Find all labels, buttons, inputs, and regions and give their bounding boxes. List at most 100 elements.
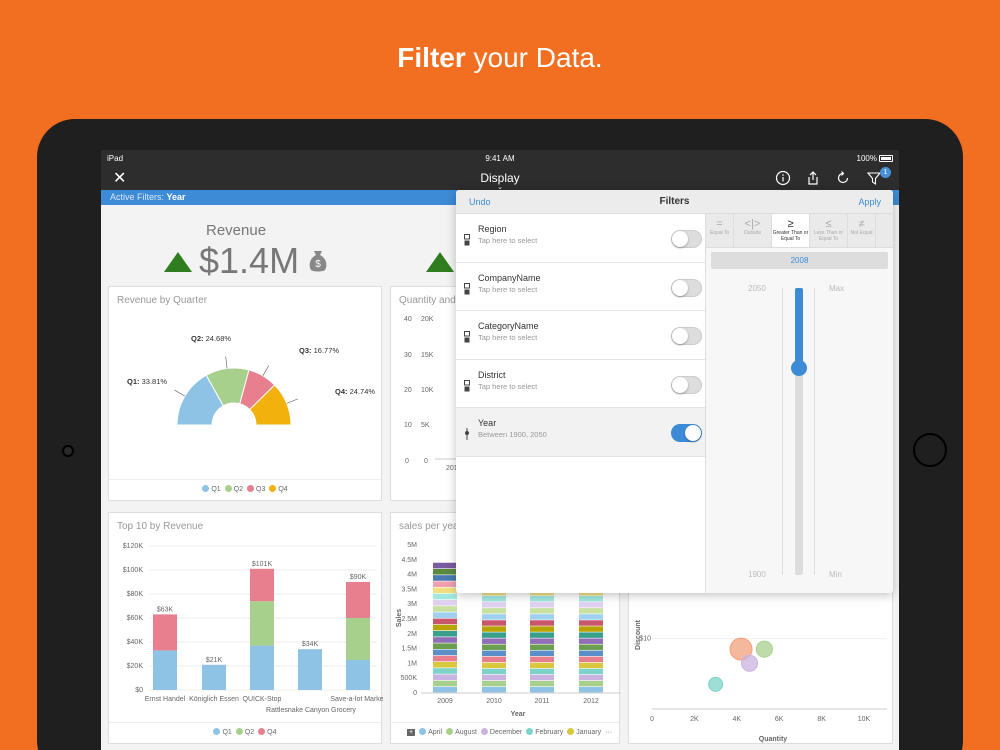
bar-segment [579, 614, 603, 620]
operator-tabs: = Equal To <|> Outside ≥ Greater Than or Equa… [706, 214, 893, 248]
filters-popover: Undo Filters Apply Region Tap here to sel… [456, 190, 893, 593]
x-tick: Rattlesnake Canyon Grocery [266, 707, 356, 714]
filter-toggle-year[interactable] [671, 424, 702, 442]
bar-segment [579, 638, 603, 644]
bar-segment [433, 643, 457, 649]
legend-swatch [258, 728, 266, 735]
donut-slice-q4 [248, 384, 292, 426]
card-quantity[interactable]: Quantity and 40 20K 30 15K 20 10K 10 5K … [390, 286, 461, 501]
filter-row-region[interactable]: Region Tap here to select [456, 214, 705, 263]
x-axis-label: Year [511, 711, 526, 718]
bar-segment [482, 680, 506, 687]
operator-tab-1[interactable]: <|> Outside [734, 214, 772, 247]
slider-track[interactable] [795, 288, 803, 575]
close-icon[interactable]: ✕ [113, 170, 127, 187]
y-tick: 3M [407, 601, 417, 608]
bar-segment [433, 637, 457, 643]
filter-toggle-region[interactable] [671, 230, 702, 248]
bar-segment [530, 656, 554, 663]
legend-swatch [202, 485, 210, 492]
filter-hint: Tap here to select [478, 333, 538, 342]
share-icon[interactable] [805, 170, 821, 186]
filter-name: Year [478, 418, 497, 428]
card-sales-per-year[interactable]: sales per yea 5M 4.5M 4M 3.5M 3M 2.5M 2M 1.5M 1M… [390, 512, 621, 744]
bar-segment [579, 626, 603, 632]
bar-segment [579, 650, 603, 657]
top10-bar-chart: $120K $100K $80K $60K $40K $20K $0 $63K $21K $101… [123, 543, 383, 714]
legend-swatch [567, 728, 575, 735]
card-top10-by-revenue[interactable]: Top 10 by Revenue $120K $100K $80K $60K $40K… [108, 512, 383, 744]
y-tick: $120K [123, 543, 144, 550]
legend-more-button[interactable]: ··· [605, 729, 613, 736]
expand-legend-button[interactable]: + [407, 729, 416, 736]
bar-segment [530, 644, 554, 650]
bar-segment [579, 686, 603, 693]
filter-toggle-categoryname[interactable] [671, 327, 702, 345]
operator-tab-4[interactable]: ≠ Not Equal [848, 214, 876, 247]
bar-segment [482, 650, 506, 657]
operator-label: Not Equal [850, 230, 873, 236]
headline-bold: Filter [397, 42, 466, 73]
bar-segment [482, 596, 506, 602]
legend-label: February [535, 729, 564, 736]
filter-row-categoryname[interactable]: CategoryName Tap here to select [456, 311, 705, 360]
year-slider: 2050 1900 Max Min [711, 276, 888, 586]
undo-icon[interactable] [835, 170, 851, 186]
y-tick: 0 [405, 458, 409, 465]
bar-segment [433, 649, 457, 656]
x-tick: 2011 [534, 698, 549, 705]
home-button[interactable] [913, 433, 947, 467]
filter-row-companyname[interactable]: CompanyName Tap here to select [456, 262, 705, 311]
y-tick: 20K [421, 316, 434, 323]
filter-toggle-companyname[interactable] [671, 278, 702, 297]
bar-segment-q4 [346, 582, 370, 618]
operator-label: Equal To [709, 230, 730, 236]
bar-segment [530, 614, 554, 620]
bar-total-label: $90K [350, 574, 367, 581]
bar-segment [482, 644, 506, 650]
text-field-icon [464, 282, 470, 294]
slice-leader-line [262, 365, 270, 376]
y-tick: 3.5M [401, 586, 417, 593]
legend-item: January [567, 728, 601, 736]
slider-bracket-right [814, 288, 824, 575]
filter-toggle-district[interactable] [671, 375, 702, 394]
info-icon[interactable] [775, 170, 791, 186]
x-tick: 2010 [486, 698, 502, 705]
legend-item: Q4 [269, 485, 288, 493]
filter-list: Region Tap here to select CompanyName Tap h… [456, 214, 705, 457]
nav-title-button[interactable]: Display ⌄ [101, 171, 899, 191]
bar-segment [433, 575, 457, 581]
x-tick: 2K [690, 716, 699, 723]
scatter-point [741, 654, 759, 672]
slider-thumb[interactable] [791, 360, 807, 377]
x-tick: 6K [775, 716, 784, 723]
bar-segment-q1 [250, 645, 274, 690]
slider-track-fill [795, 288, 803, 369]
legend-swatch [526, 728, 534, 735]
money-bag-icon: $ [309, 251, 327, 272]
filter-row-district[interactable]: District Tap here to select [456, 359, 705, 408]
card-revenue-by-quarter[interactable]: Revenue by Quarter Q1: 33.81% Q2: 24.68% Q… [108, 286, 382, 501]
bar-segment [530, 674, 554, 681]
apply-button[interactable]: Apply [858, 197, 881, 207]
y-tick: $60K [127, 615, 144, 622]
x-axis-label: Quantity [759, 736, 787, 743]
y-tick: $0 [135, 687, 143, 694]
y-axis-label: Sales [396, 609, 403, 627]
legend-swatch [235, 728, 243, 735]
x-tick: 10K [858, 716, 871, 723]
legend-label: April [428, 729, 443, 736]
operator-symbol: ≥ [787, 218, 794, 230]
y-tick: $10 [639, 636, 651, 643]
operator-tab-2[interactable]: ≥ Greater Than or Equal To [772, 214, 810, 247]
y-tick: $40K [127, 639, 144, 646]
operator-tab-0[interactable]: = Equal To [706, 214, 734, 247]
operator-tab-3[interactable]: ≤ Less Than or Equal To [810, 214, 848, 247]
chevron-down-icon: ⌄ [497, 184, 503, 191]
bar-segment [530, 686, 554, 693]
selected-year-field[interactable]: 2008 [711, 252, 888, 269]
filter-row-year[interactable]: Year Between 1900, 2050 [456, 408, 705, 457]
undo-button[interactable]: Undo [469, 197, 491, 207]
slice-label-percent: 33.81% [140, 377, 168, 386]
